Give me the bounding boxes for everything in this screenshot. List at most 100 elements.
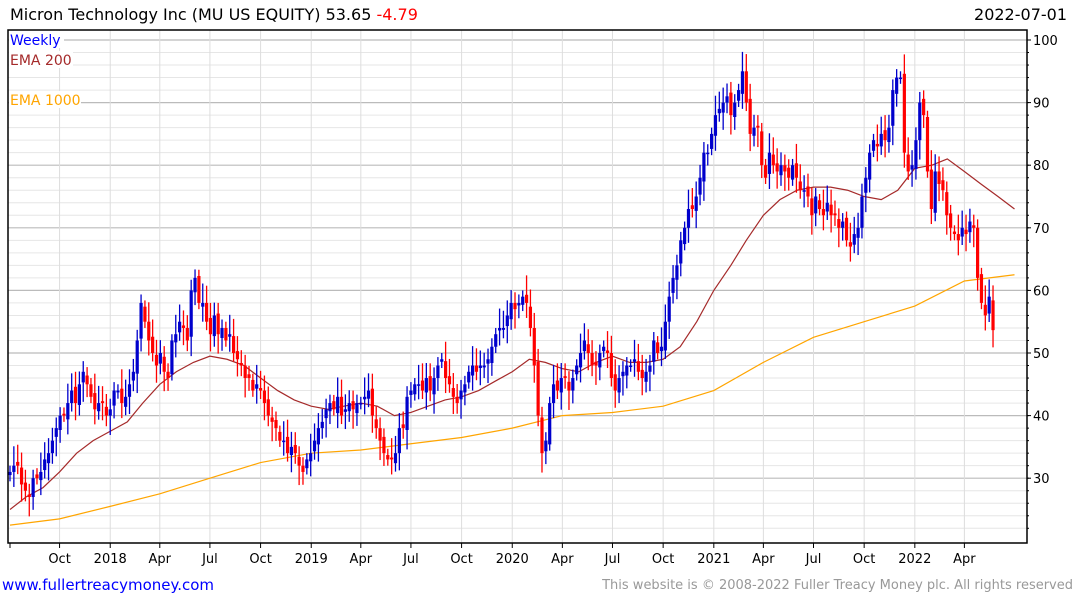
x-tick-label: Apr	[953, 552, 976, 567]
candle-body	[405, 396, 409, 430]
candle	[185, 315, 189, 352]
candle	[968, 208, 972, 243]
candle-body	[486, 359, 490, 364]
candle-body	[366, 390, 371, 399]
candle-body	[120, 388, 124, 404]
candle-body	[706, 152, 710, 155]
candle-body	[848, 242, 852, 247]
candle	[571, 369, 575, 404]
candle	[70, 373, 74, 412]
candle	[868, 144, 872, 193]
candle	[956, 214, 960, 256]
candle	[66, 383, 70, 435]
candle-body	[513, 302, 517, 310]
candle	[898, 71, 903, 84]
candle-body	[386, 455, 390, 460]
ema200-line	[9, 158, 1015, 510]
candle	[551, 364, 556, 419]
candle-body	[139, 302, 143, 339]
candle-body	[220, 327, 224, 338]
candle	[559, 363, 563, 410]
candle-body	[459, 390, 463, 400]
candle-body	[89, 384, 93, 397]
candle-body	[270, 417, 274, 422]
candle-body	[274, 419, 278, 429]
candle	[683, 221, 687, 251]
candle	[474, 348, 479, 381]
candle-body	[656, 342, 660, 353]
price-chart: 30 40 50 60 70 80 90 100 Oct 2018 Apr Jul Oct 2019 Apr…	[7, 29, 1058, 567]
candle-body	[43, 459, 47, 471]
candle-body	[713, 115, 718, 136]
candle-body	[490, 346, 494, 364]
candle	[663, 304, 667, 359]
candle	[513, 292, 517, 329]
candle-body	[679, 240, 683, 264]
candle-body	[181, 325, 186, 328]
candle	[197, 269, 201, 310]
candle	[224, 321, 228, 347]
candle-body	[575, 365, 579, 375]
candle	[216, 302, 220, 354]
candle-body	[740, 71, 745, 94]
candle	[972, 214, 976, 248]
x-tick-label: Apr	[350, 552, 373, 567]
candle	[258, 370, 263, 400]
candle	[694, 181, 698, 229]
candle	[73, 371, 78, 421]
candle-body	[883, 130, 887, 141]
candle-body	[66, 403, 70, 420]
candle	[405, 386, 409, 450]
y-tick-label: 50	[1033, 347, 1050, 362]
candle-body	[559, 378, 563, 393]
candle-body	[972, 225, 976, 228]
candle	[949, 204, 953, 241]
candle-body	[474, 365, 479, 372]
candle	[166, 363, 170, 391]
candle-body	[767, 152, 772, 174]
candle-body	[598, 353, 602, 368]
candle	[644, 358, 648, 393]
candle-body	[949, 213, 953, 228]
candle	[787, 159, 791, 191]
candle-body	[760, 131, 764, 166]
candle	[89, 378, 93, 404]
candle	[124, 379, 128, 416]
candle	[16, 444, 20, 475]
candle-body	[70, 390, 74, 404]
candle-body	[891, 90, 895, 126]
candle-body	[332, 401, 336, 410]
candle	[347, 390, 351, 422]
candle	[602, 340, 606, 358]
candle-body	[941, 180, 945, 191]
x-tick-label: 2019	[295, 552, 328, 567]
candle-body	[39, 471, 43, 481]
candle-body	[413, 384, 417, 395]
candle	[698, 164, 702, 206]
y-tick-label: 70	[1033, 222, 1050, 237]
candle-body	[339, 396, 344, 416]
y-tick-label: 80	[1033, 159, 1050, 174]
candle	[906, 137, 910, 180]
candle-body	[945, 192, 949, 216]
candle-body	[509, 302, 513, 320]
candle	[285, 419, 290, 462]
candle	[170, 334, 174, 381]
candle-body	[752, 127, 756, 136]
site-link[interactable]: www.fullertreacymoney.com	[2, 576, 215, 594]
candle-body	[717, 108, 721, 114]
candle-body	[690, 205, 694, 210]
candle	[532, 312, 536, 383]
candle-body	[602, 346, 606, 352]
candle-body	[81, 371, 85, 383]
candle-body	[231, 336, 236, 353]
candle-body	[979, 274, 984, 303]
candle	[879, 116, 883, 155]
candle	[420, 363, 425, 400]
candle-body	[316, 428, 320, 445]
candle	[220, 319, 224, 351]
candle	[509, 290, 513, 330]
candle-body	[193, 277, 197, 293]
candle-body	[104, 406, 108, 416]
candle-body	[482, 365, 486, 368]
